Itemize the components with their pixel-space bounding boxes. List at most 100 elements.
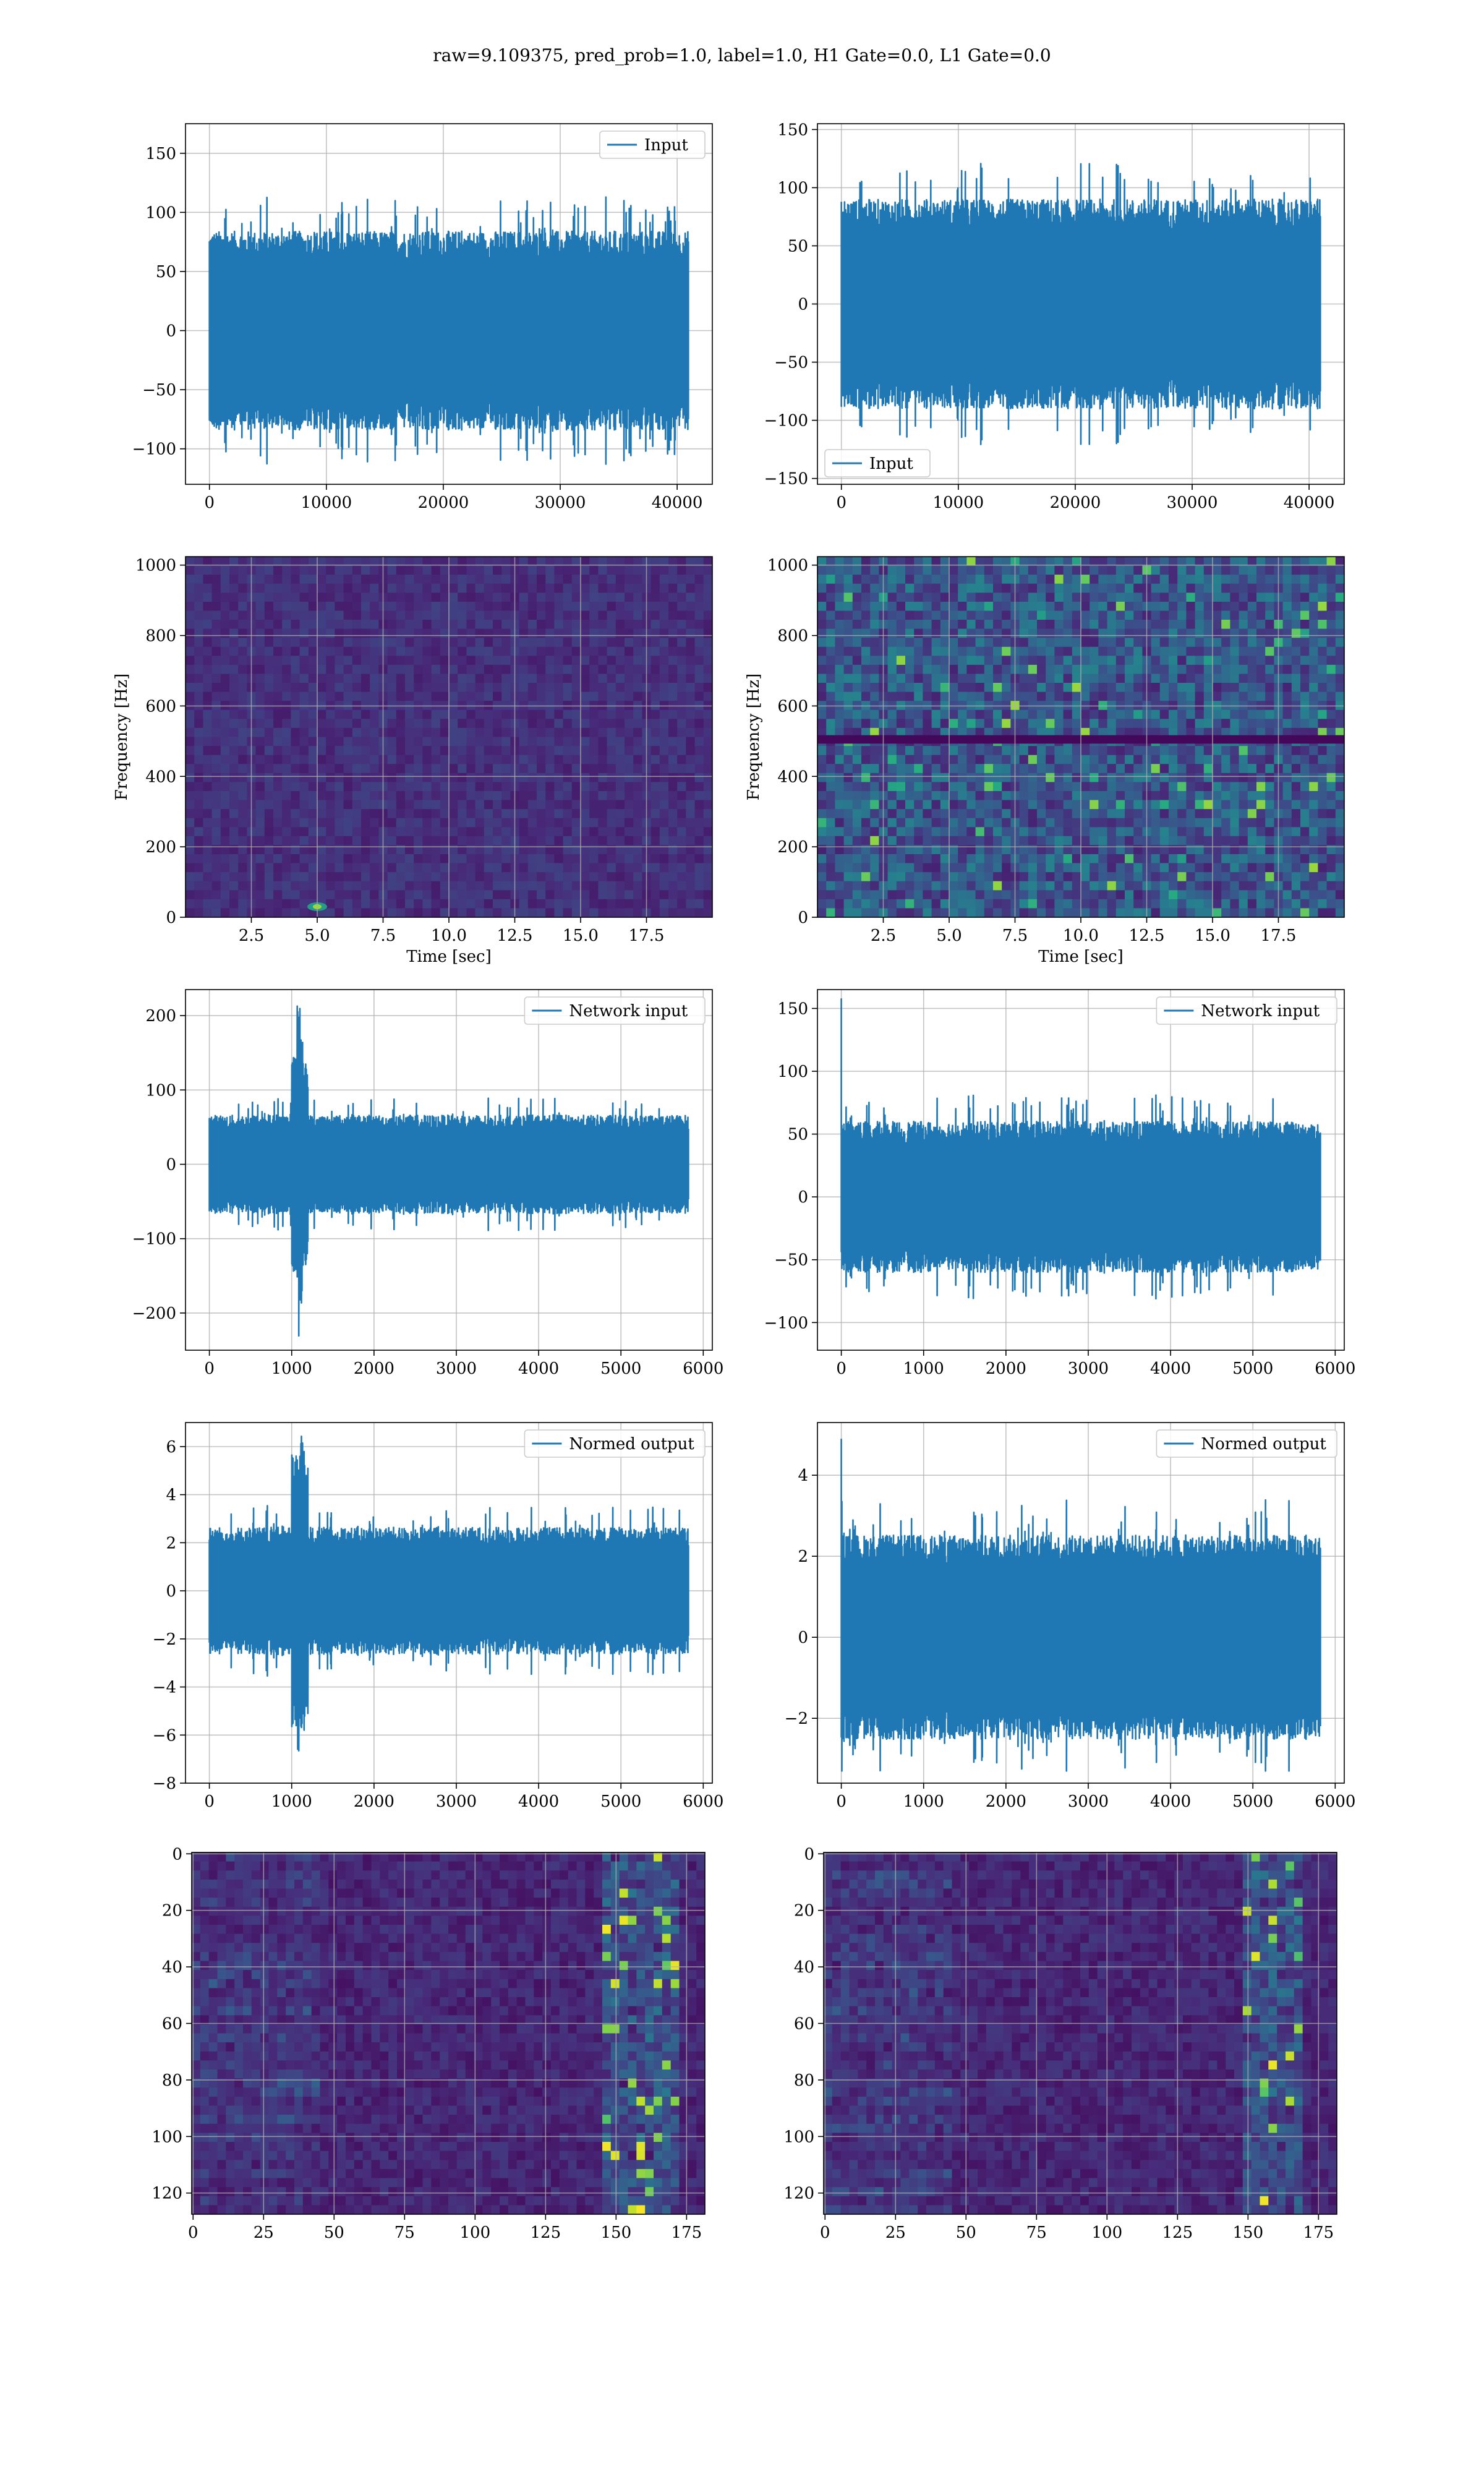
heatmap-cell bbox=[501, 656, 511, 666]
heatmap-cell bbox=[1037, 638, 1046, 648]
heatmap-cell bbox=[1230, 593, 1240, 602]
heatmap-cell bbox=[571, 908, 581, 917]
heatmap-cell bbox=[914, 674, 923, 683]
heatmap-cell bbox=[194, 628, 203, 638]
heatmap-cell bbox=[211, 827, 221, 837]
heatmap-cell bbox=[545, 610, 555, 620]
heatmap-cell bbox=[563, 854, 573, 864]
heatmap-cell bbox=[414, 854, 423, 864]
heatmap-cell bbox=[291, 737, 301, 747]
heatmap-cell bbox=[352, 709, 362, 719]
heatmap-cell bbox=[1300, 881, 1310, 891]
heatmap-cell bbox=[264, 836, 274, 845]
heatmap-cell bbox=[352, 908, 362, 917]
heatmap-cell bbox=[694, 638, 704, 648]
heatmap-cell bbox=[1081, 791, 1090, 801]
heatmap-cell bbox=[703, 755, 712, 764]
heatmap-cell bbox=[852, 601, 862, 612]
heatmap-cell bbox=[229, 863, 239, 873]
heatmap-cell bbox=[1318, 791, 1328, 801]
heatmap-cell bbox=[1230, 854, 1240, 864]
heatmap-cell bbox=[1054, 610, 1064, 620]
heatmap-cell bbox=[238, 683, 247, 693]
heatmap-cell bbox=[405, 638, 414, 648]
heatmap-cell bbox=[1037, 800, 1046, 810]
heatmap-cell bbox=[537, 709, 546, 719]
heatmap-cell bbox=[1090, 575, 1099, 584]
heatmap-cell bbox=[229, 755, 239, 764]
heatmap-cell bbox=[211, 593, 221, 602]
heatmap-cell bbox=[291, 836, 301, 845]
heatmap-cell bbox=[686, 557, 696, 567]
heatmap-cell bbox=[668, 755, 678, 764]
heatmap-cell bbox=[414, 791, 423, 801]
heatmap-cell bbox=[905, 755, 915, 764]
heatmap-cell bbox=[1291, 836, 1301, 845]
heatmap-cell bbox=[326, 583, 335, 593]
heatmap-cell bbox=[835, 601, 845, 612]
heatmap-cell bbox=[607, 583, 616, 593]
heatmap-cell bbox=[335, 557, 344, 567]
heatmap-cell bbox=[1151, 872, 1161, 882]
heatmap-cell bbox=[835, 638, 845, 648]
heatmap-cell bbox=[282, 899, 291, 909]
heatmap-cell bbox=[1177, 881, 1187, 891]
heatmap-cell bbox=[1335, 601, 1344, 612]
heatmap-cell bbox=[554, 809, 564, 819]
heatmap-cell bbox=[501, 836, 511, 845]
heatmap-cell bbox=[370, 818, 379, 828]
heatmap-cell bbox=[1195, 773, 1205, 782]
heatmap-cell bbox=[817, 727, 827, 738]
heatmap-cell bbox=[1318, 593, 1328, 602]
legend: Input bbox=[599, 131, 706, 159]
heatmap-cell bbox=[220, 583, 230, 593]
heatmap-cell bbox=[826, 664, 835, 675]
panel-input-l1: 0 10000 20000 30000 40000−150−100−5005010015… bbox=[764, 121, 1345, 512]
heatmap-cell bbox=[1028, 791, 1038, 801]
heatmap-cell bbox=[211, 881, 221, 891]
heatmap-cell bbox=[1291, 583, 1301, 593]
heatmap-cell bbox=[633, 773, 642, 782]
heatmap-cell bbox=[449, 674, 458, 683]
heatmap-cell bbox=[220, 565, 230, 575]
heatmap-cell bbox=[914, 664, 923, 675]
heatmap-cell bbox=[370, 863, 379, 873]
heatmap-cell bbox=[273, 800, 283, 810]
heatmap-cell bbox=[581, 800, 590, 810]
heatmap-cell bbox=[1098, 818, 1108, 828]
heatmap-cell bbox=[817, 899, 827, 909]
heatmap-cell bbox=[914, 593, 923, 602]
heatmap-cell bbox=[1309, 638, 1318, 648]
heatmap-cell bbox=[527, 620, 537, 630]
heatmap-cell bbox=[387, 908, 397, 917]
heatmap-cell bbox=[1309, 764, 1318, 774]
heatmap-cell bbox=[923, 610, 932, 620]
heatmap-cell bbox=[1291, 620, 1301, 630]
heatmap-cell bbox=[264, 908, 274, 917]
heatmap-cell bbox=[527, 836, 537, 845]
heatmap-cell bbox=[335, 890, 344, 900]
heatmap-cell bbox=[238, 836, 247, 845]
heatmap-cell bbox=[905, 727, 915, 738]
heatmap-cell bbox=[852, 683, 862, 693]
heatmap-cell bbox=[545, 691, 555, 701]
heatmap-cell bbox=[677, 872, 686, 882]
heatmap-cell bbox=[431, 890, 441, 900]
heatmap-cell bbox=[1151, 709, 1161, 719]
heatmap-cell bbox=[527, 646, 537, 656]
heatmap-cell bbox=[1046, 908, 1055, 917]
heatmap-cell bbox=[422, 719, 432, 729]
heatmap-cell bbox=[1195, 709, 1205, 719]
heatmap-cell bbox=[887, 881, 897, 891]
heatmap-cell bbox=[835, 628, 845, 638]
heatmap-cell bbox=[282, 908, 291, 917]
heatmap-cell bbox=[466, 610, 476, 620]
heatmap-cell bbox=[282, 674, 291, 683]
heatmap-cell bbox=[255, 593, 265, 602]
heatmap-cell bbox=[519, 620, 529, 630]
heatmap-cell bbox=[1326, 899, 1336, 909]
heatmap-cell bbox=[650, 646, 660, 656]
heatmap-cell bbox=[1247, 646, 1257, 656]
heatmap-cell bbox=[1072, 691, 1081, 701]
y-tick-label: 600 bbox=[145, 697, 176, 716]
